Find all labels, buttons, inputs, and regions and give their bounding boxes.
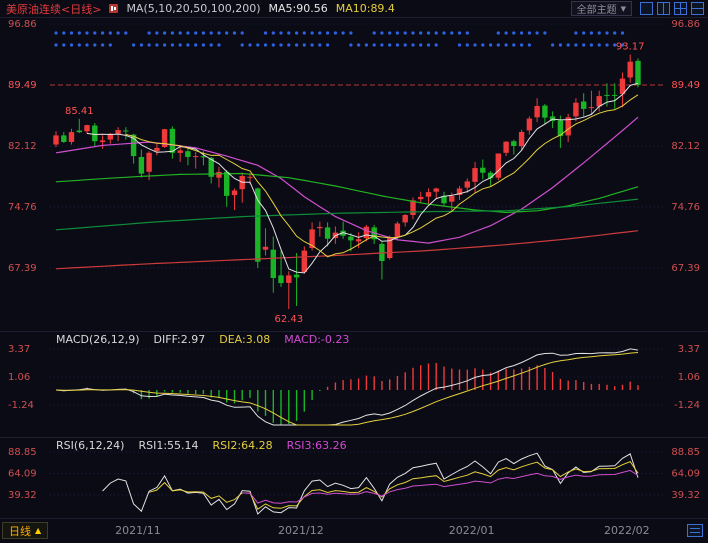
period-label: 日线	[9, 524, 31, 538]
macd-diff-line	[55, 348, 639, 426]
ma-line-MA200	[55, 230, 639, 270]
layout-single-icon[interactable]	[640, 2, 653, 15]
price-axis-label-right: 96.86	[671, 19, 700, 30]
macd-dea-value: DEA:3.08	[219, 333, 271, 346]
layout-stacked-icon[interactable]	[691, 2, 704, 15]
macd-diff-value: DIFF:2.97	[153, 333, 206, 346]
price-axis-label-left: 74.76	[8, 202, 37, 213]
time-axis-label: 2021/12	[278, 524, 324, 537]
rsi-axis-label-right: 88.85	[671, 447, 700, 458]
rsi-axis-label-left: 64.09	[8, 468, 37, 479]
chart-toolbar: 美原油连续<日线> MA(5,10,20,50,100,200) MA5:90.…	[0, 0, 708, 18]
macd-axis-label-left: 1.06	[8, 372, 30, 383]
macd-macd-value: MACD:-0.23	[284, 333, 350, 346]
rsi-axis-label-left: 88.85	[8, 447, 37, 458]
rsi3-value: RSI3:63.26	[286, 439, 347, 452]
rsi1-value: RSI1:55.14	[138, 439, 199, 452]
ma-line-MA50	[55, 172, 639, 214]
candlestick-series	[53, 54, 641, 310]
time-axis-bar: 日线 ▲ 2021/11 2021/12 2022/01 2022/02	[0, 518, 708, 543]
bottom-panel-icon[interactable]	[687, 524, 703, 537]
rsi-axis-label-right: 64.09	[671, 468, 700, 479]
price-axis-label-left: 89.49	[8, 80, 37, 91]
ma5-value: MA5:90.56	[268, 2, 328, 15]
price-axis-label-right: 67.39	[671, 263, 700, 274]
ma-line-MA10	[125, 94, 639, 258]
macd-axis-label-right: 3.37	[678, 344, 700, 355]
layout-two-pane-icon[interactable]	[657, 2, 670, 15]
rsi-line-24	[242, 469, 639, 504]
macd-histogram	[63, 363, 639, 425]
macd-axis-label-left: 3.37	[8, 344, 30, 355]
rsi2-value: RSI2:64.28	[212, 439, 273, 452]
price-annotation: 93.17	[616, 42, 645, 53]
rsi-line-6	[102, 452, 639, 515]
ma10-value: MA10:89.4	[335, 2, 395, 15]
theme-selector-label: 全部主题	[576, 5, 617, 16]
signal-dot-row-1	[54, 31, 625, 35]
price-axis-label-left: 96.86	[8, 19, 37, 30]
price-axis-label-right: 82.12	[671, 141, 700, 152]
kline-badge-icon[interactable]	[109, 4, 119, 13]
period-selector-button[interactable]: 日线 ▲	[2, 522, 49, 539]
ma-line-MA100	[55, 198, 639, 231]
theme-selector[interactable]: 全部主题 ▼	[570, 1, 632, 16]
rsi-line-12	[148, 460, 639, 510]
ma-line-MA20	[55, 116, 639, 244]
price-axis-label-left: 67.39	[8, 263, 37, 274]
time-axis-label: 2022/02	[603, 524, 650, 537]
rsi-title[interactable]: RSI(6,12,24)	[56, 439, 125, 452]
rsi-axis-label-left: 39.32	[8, 490, 37, 501]
time-axis-label: 2022/01	[448, 524, 495, 537]
price-axis-label-right: 74.76	[671, 202, 700, 213]
price-axis-label-right: 89.49	[671, 80, 700, 91]
macd-axis-label-right: 1.06	[678, 372, 700, 383]
price-annotation: 85.41	[65, 106, 94, 117]
price-axis-label-left: 82.12	[8, 141, 37, 152]
price-annotation: 62.43	[274, 314, 303, 325]
macd-title[interactable]: MACD(26,12,9)	[56, 333, 140, 346]
ma-line-MA5	[86, 82, 639, 274]
layout-grid-icon[interactable]	[674, 2, 687, 15]
macd-panel-header: MACD(26,12,9) DIFF:2.97 DEA:3.08 MACD:-0…	[56, 333, 349, 346]
ma-settings-label[interactable]: MA(5,10,20,50,100,200)	[126, 2, 261, 15]
chevron-down-icon: ▼	[620, 4, 626, 13]
caret-up-icon: ▲	[35, 526, 42, 535]
macd-axis-label-left: -1.24	[8, 400, 34, 411]
rsi-axis-label-right: 39.32	[671, 490, 700, 501]
macd-dea-line	[55, 352, 639, 426]
instrument-title[interactable]: 美原油连续<日线>	[6, 2, 102, 16]
signal-dot-row-2	[54, 43, 625, 47]
rsi-panel-header: RSI(6,12,24) RSI1:55.14 RSI2:64.28 RSI3:…	[56, 439, 347, 452]
macd-axis-label-right: -1.24	[674, 400, 700, 411]
time-axis-label: 2021/11	[115, 524, 161, 537]
